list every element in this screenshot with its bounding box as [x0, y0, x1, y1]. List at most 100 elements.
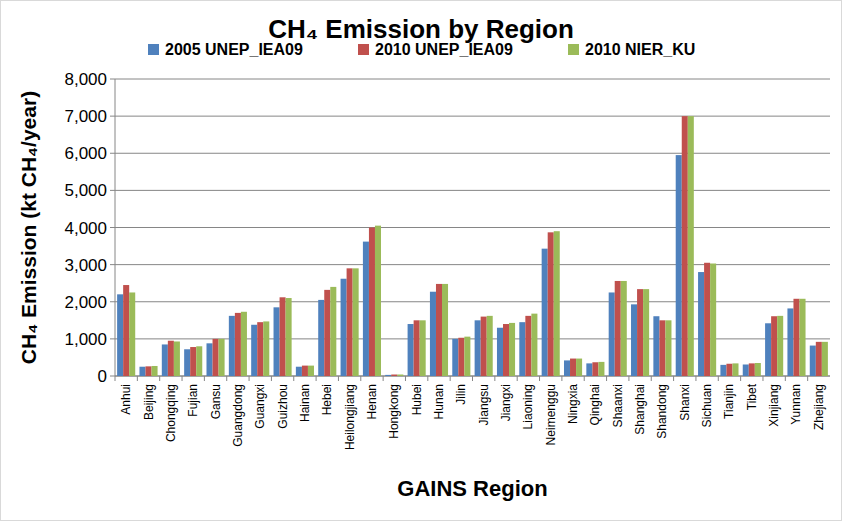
bar: [341, 279, 347, 376]
bar: [698, 272, 704, 376]
bar: [190, 347, 196, 376]
x-tick: [159, 376, 160, 381]
x-tick: [561, 376, 562, 381]
bar: [324, 290, 330, 376]
x-tick: [405, 376, 406, 381]
bar: [653, 316, 659, 376]
bar: [621, 281, 627, 376]
bar: [554, 231, 560, 376]
bar: [123, 285, 129, 376]
bar: [822, 342, 828, 376]
x-tick: [807, 376, 808, 381]
bar: [570, 359, 576, 376]
legend-swatch: [568, 44, 579, 55]
bar: [586, 363, 592, 376]
x-tick: [338, 376, 339, 381]
bar: [229, 316, 235, 376]
legend-swatch: [358, 44, 369, 55]
x-tick: [472, 376, 473, 381]
x-tick-label: Tibet: [745, 383, 759, 410]
legend-label: 2010 NIER_KU: [585, 41, 695, 58]
x-tick: [182, 376, 183, 381]
bar: [184, 349, 190, 376]
grid-line: [115, 227, 830, 228]
bar: [420, 320, 426, 376]
bars: [117, 116, 828, 376]
x-tick: [695, 376, 696, 381]
bar: [749, 363, 755, 376]
x-tick: [427, 376, 428, 381]
x-tick: [360, 376, 361, 381]
bar: [810, 346, 816, 376]
bar: [408, 324, 414, 376]
bar: [414, 320, 420, 376]
title: CH₄ Emission by Region: [268, 14, 574, 44]
x-tick: [316, 376, 317, 381]
grid-line: [115, 116, 830, 117]
x-tick-label: Qinghai: [588, 384, 602, 425]
bar: [280, 297, 286, 376]
x-tick-label: Liaoning: [521, 384, 535, 429]
bar: [263, 321, 269, 376]
x-axis-label: GAINS Region: [397, 476, 547, 501]
x-tick-label: Shaanxi: [611, 384, 625, 427]
bar: [152, 366, 158, 376]
bar: [676, 155, 682, 376]
bar: [564, 360, 570, 376]
y-tick-label: 3,000: [64, 256, 107, 275]
bar: [704, 263, 710, 376]
bar: [765, 323, 771, 376]
x-tick-label: Shandong: [655, 384, 669, 439]
bar: [710, 264, 716, 376]
bar: [793, 299, 799, 376]
bar: [771, 316, 777, 376]
x-tick-label: Fujian: [186, 384, 200, 417]
bar: [787, 308, 793, 376]
x-tick-label: Guangdong: [231, 384, 245, 447]
y-tick-label: 0: [98, 367, 107, 386]
bar: [720, 365, 726, 376]
bar: [497, 328, 503, 376]
bar: [330, 287, 336, 376]
y-axis-label: CH₄ Emission (kt CH₄/year): [17, 91, 40, 364]
x-tick-label: Xinjiang: [767, 384, 781, 427]
x-tick: [226, 376, 227, 381]
chart: CH₄ Emission by Region01,0002,0003,0004,…: [0, 0, 842, 521]
legend-label: 2005 UNEP_IEA09: [165, 41, 303, 58]
bar: [385, 375, 391, 376]
bar: [296, 367, 302, 376]
x-tick: [539, 376, 540, 381]
x-tick: [673, 376, 674, 381]
legend-swatch: [148, 44, 159, 55]
bar: [196, 346, 202, 376]
grid-line: [115, 264, 830, 265]
bar: [542, 249, 548, 376]
x-tick: [115, 376, 116, 381]
x-tick-label: Hubei: [410, 384, 424, 415]
bar: [576, 359, 582, 376]
y-tick-label: 4,000: [64, 219, 107, 238]
x-tick: [584, 376, 585, 381]
bar: [631, 304, 637, 376]
x-tick-label: Hebei: [320, 384, 334, 415]
bar: [503, 324, 509, 376]
bar: [615, 281, 621, 376]
x-tick-label: Ningxia: [566, 384, 580, 424]
bar: [117, 294, 123, 376]
bar: [682, 116, 688, 376]
x-tick-label: Chongqing: [164, 384, 178, 442]
x-tick-label: Guizhou: [276, 384, 290, 429]
bar: [525, 316, 531, 376]
x-tick-label: Heilongjiang: [343, 384, 357, 450]
y-tick-label: 6,000: [64, 144, 107, 163]
tick-mark: [110, 301, 115, 302]
bar: [637, 289, 643, 376]
bar: [213, 339, 219, 376]
x-tick-label: Shanxi: [678, 384, 692, 421]
x-tick-label: Beijing: [142, 384, 156, 420]
bar: [375, 226, 381, 376]
bar: [391, 375, 397, 376]
y-axis: [115, 79, 116, 376]
bar: [397, 375, 403, 376]
x-tick: [718, 376, 719, 381]
